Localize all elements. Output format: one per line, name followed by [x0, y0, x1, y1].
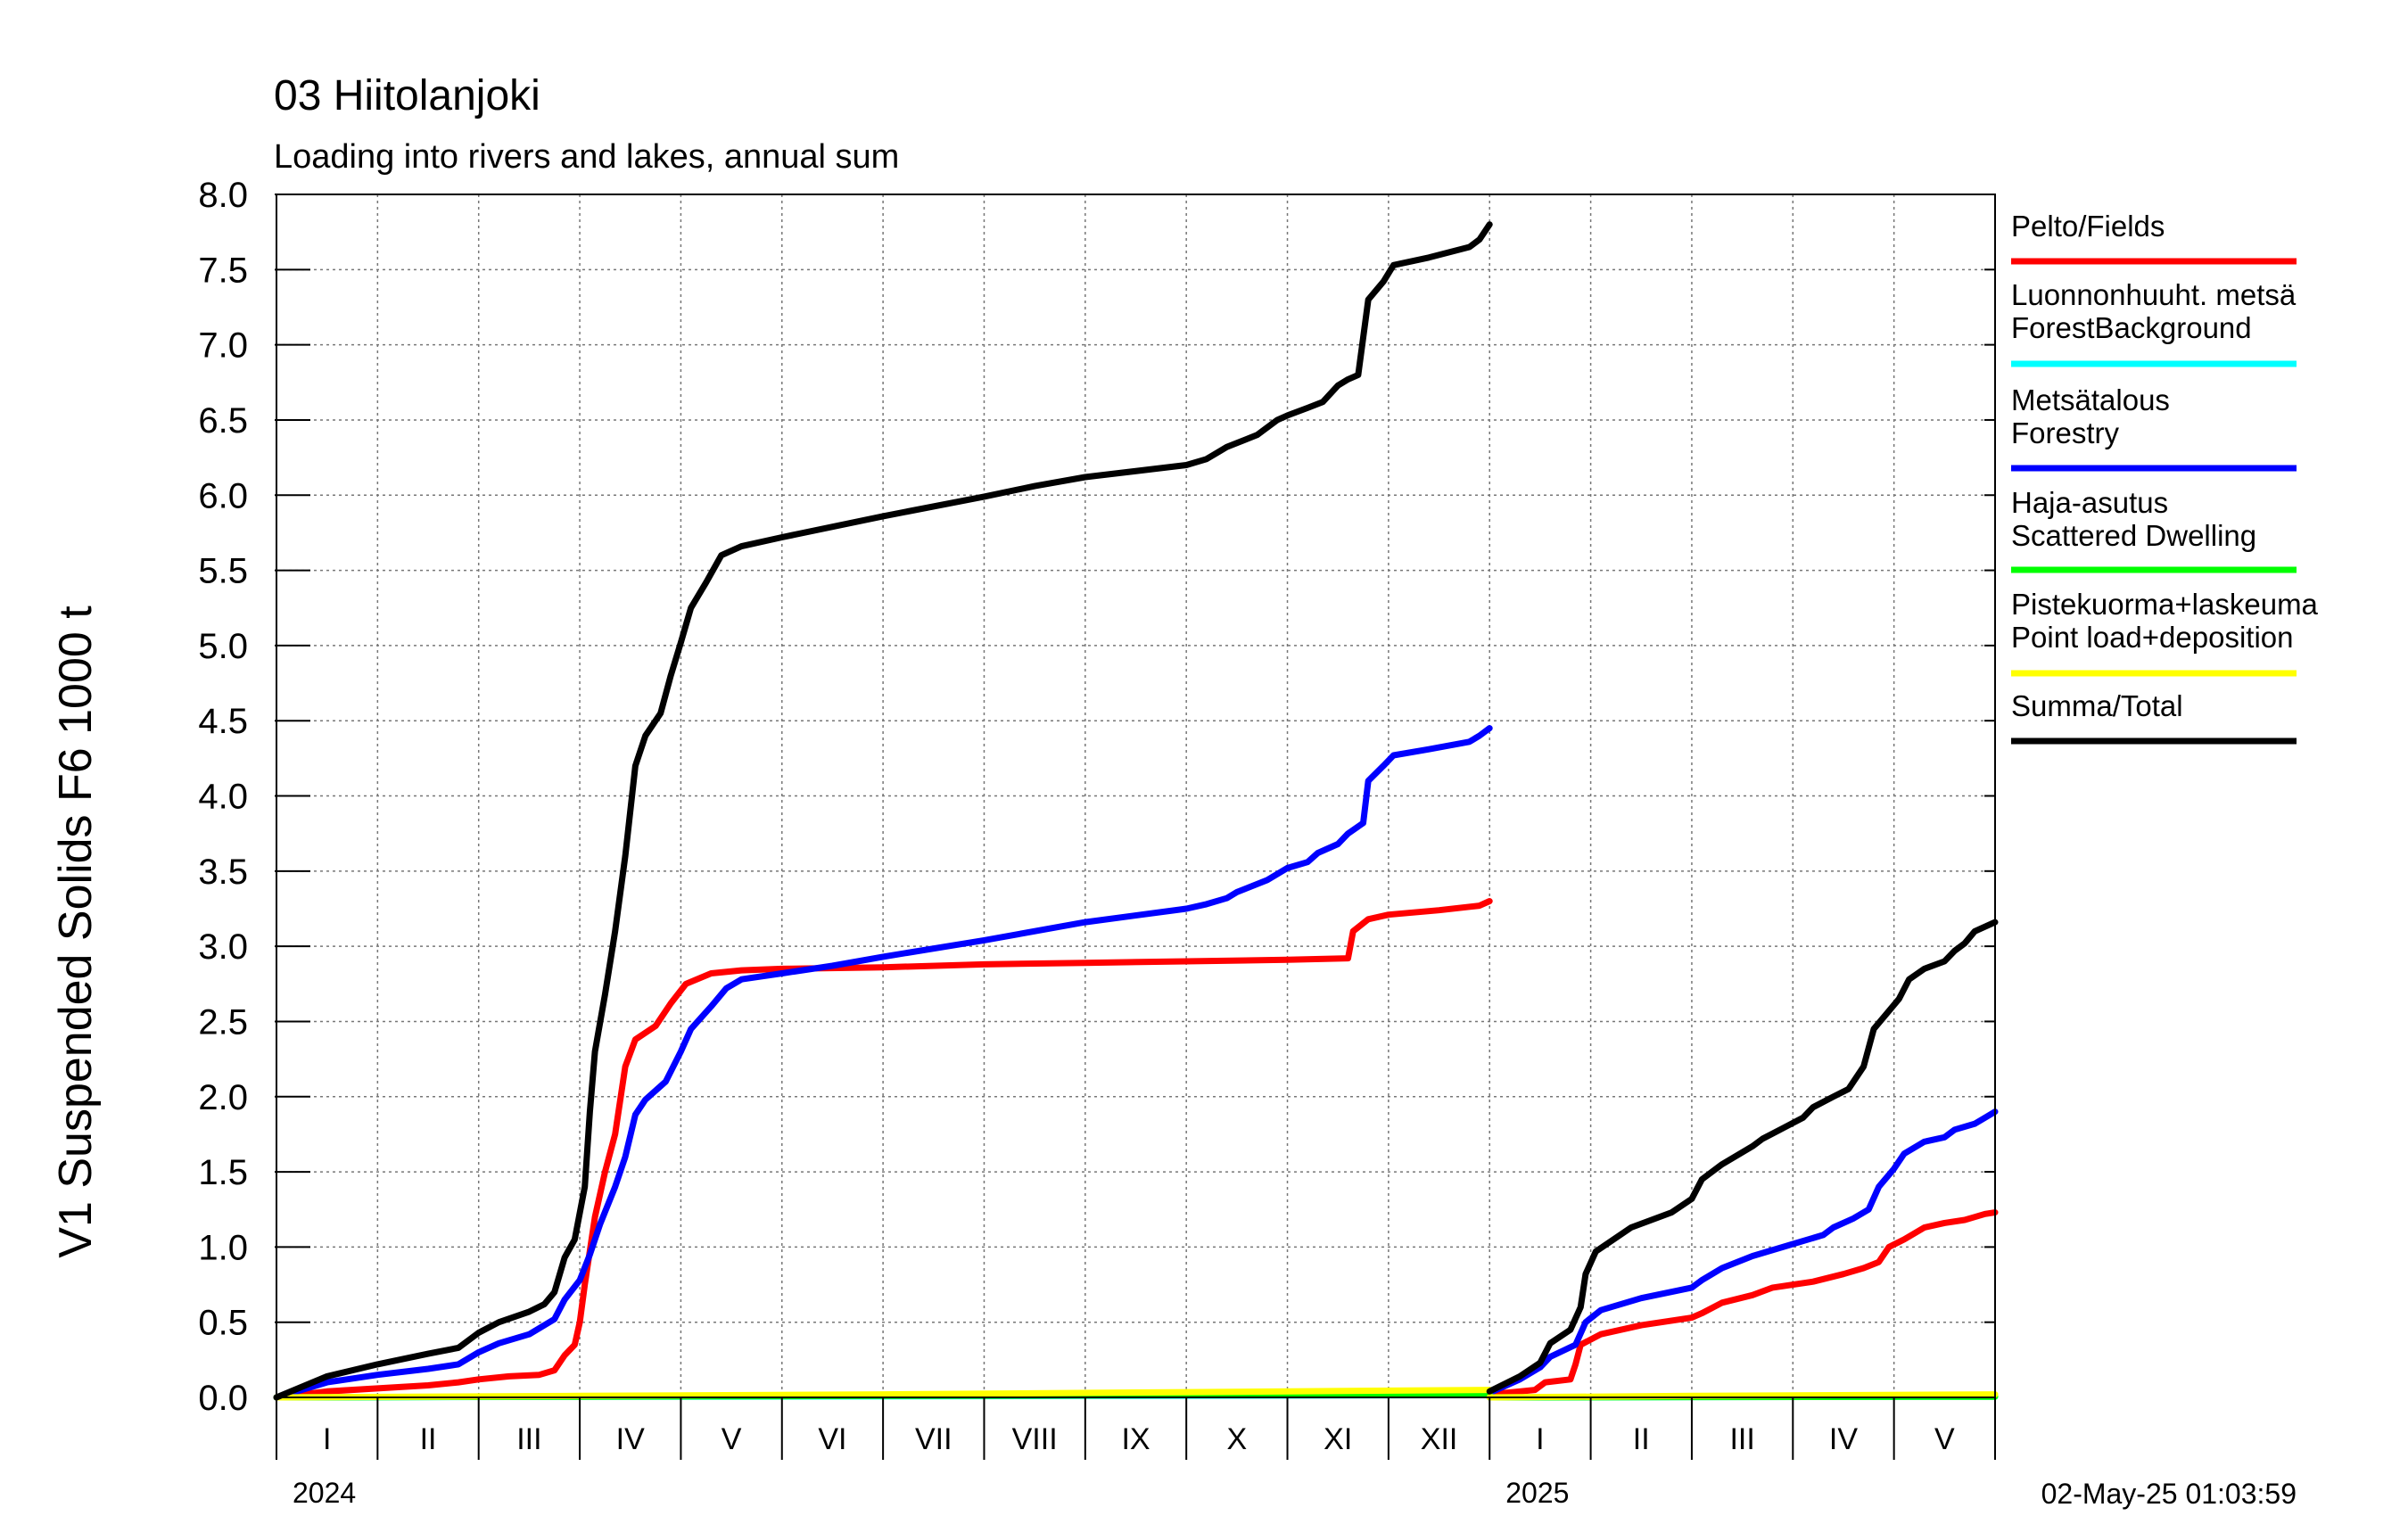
x-month-label: VII	[915, 1422, 952, 1456]
x-month-label: I	[1536, 1422, 1544, 1456]
y-tick-label: 5.5	[198, 552, 248, 591]
x-month-label: X	[1227, 1422, 1248, 1456]
x-month-label: VIII	[1012, 1422, 1058, 1456]
series-line	[273, 898, 1493, 1401]
y-tick-label: 6.0	[198, 476, 248, 515]
y-tick-label: 1.0	[198, 1228, 248, 1267]
x-year-label: 2024	[293, 1477, 356, 1509]
series-line	[1486, 1209, 1999, 1398]
x-month-label: II	[420, 1422, 437, 1456]
y-tick-label: 7.0	[198, 326, 248, 366]
chart-subtitle: Loading into rivers and lakes, annual su…	[274, 138, 899, 176]
x-month-label: I	[323, 1422, 331, 1456]
series-line	[1486, 1108, 1999, 1397]
y-tick-label: 4.5	[198, 702, 248, 741]
chart-title: 03 Hiitolanjoki	[274, 72, 540, 119]
timestamp: 02-May-25 01:03:59	[2041, 1478, 2297, 1510]
series-line	[273, 725, 1493, 1401]
legend-label: Summa/Total	[2011, 689, 2183, 722]
x-month-label: V	[722, 1422, 742, 1456]
y-tick-label: 4.0	[198, 778, 248, 817]
x-month-label: XII	[1421, 1422, 1458, 1456]
y-tick-label: 0.5	[198, 1304, 248, 1343]
y-tick-label: 3.0	[198, 927, 248, 967]
legend-label: Point load+deposition	[2011, 621, 2294, 654]
y-tick-label: 8.0	[198, 176, 248, 215]
plot-series	[273, 221, 1999, 1401]
y-tick-label: 2.0	[198, 1078, 248, 1117]
y-tick-label: 3.5	[198, 853, 248, 892]
legend-label: Forestry	[2011, 416, 2120, 449]
x-month-label: II	[1633, 1422, 1650, 1456]
x-month-label: XI	[1324, 1422, 1352, 1456]
legend-label: Scattered Dwelling	[2011, 519, 2256, 552]
y-tick-label: 5.0	[198, 627, 248, 666]
x-month-label: V	[1934, 1422, 1955, 1456]
x-month-label: VI	[818, 1422, 846, 1456]
series-line	[273, 221, 1493, 1401]
y-tick-label: 7.5	[198, 251, 248, 290]
y-tick-label: 1.5	[198, 1153, 248, 1192]
y-axis: 0.0 0.5 1.0 1.5 2.0 2.5 3.0 3.5 4.0 4.5 5.0 5.5 6.0 6…	[198, 176, 1995, 1418]
legend-label: Pistekuorma+laskeuma	[2011, 588, 2319, 621]
series-line	[1486, 919, 1999, 1395]
x-month-label: IV	[1829, 1422, 1858, 1456]
y-tick-label: 2.5	[198, 1002, 248, 1042]
x-month-label: IV	[616, 1422, 645, 1456]
legend-label: Haja-asutus	[2011, 486, 2168, 519]
plot-grid	[276, 194, 1995, 1397]
x-month-label: IX	[1121, 1422, 1150, 1456]
y-tick-label: 6.5	[198, 401, 248, 441]
legend-label: Pelto/Fields	[2011, 210, 2165, 243]
y-axis-label: V1 Suspended Solids F6 1000 t	[50, 606, 102, 1258]
legend-label: Luonnonhuuht. metsä	[2011, 278, 2297, 311]
legend-label: ForestBackground	[2011, 311, 2252, 344]
series-line	[273, 1387, 1493, 1401]
legend-label: Metsätalous	[2011, 383, 2170, 416]
x-month-label: III	[1729, 1422, 1754, 1456]
x-year-label: 2025	[1505, 1477, 1569, 1509]
x-month-label: III	[516, 1422, 541, 1456]
legend: Pelto/Fields Luonnonhuuht. metsäForestBac…	[2011, 210, 2319, 745]
y-tick-label: 0.0	[198, 1379, 248, 1418]
